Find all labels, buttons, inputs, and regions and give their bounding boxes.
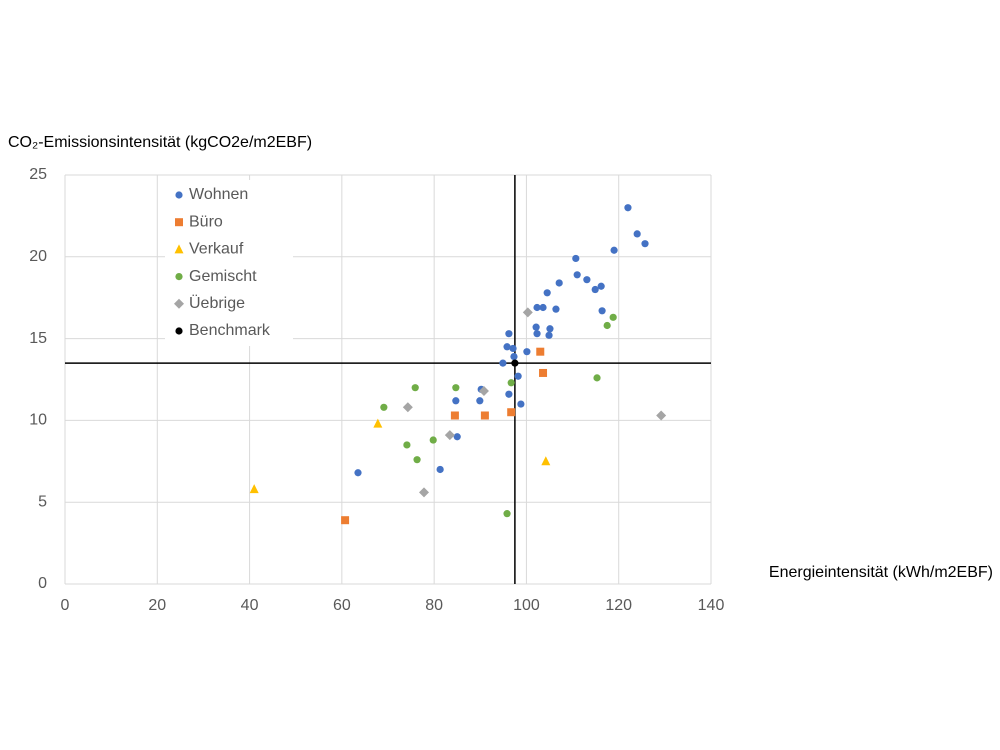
x-tick-label: 100	[513, 597, 540, 614]
point	[403, 441, 411, 449]
point	[656, 410, 667, 421]
legend-label: Verkauf	[189, 241, 244, 258]
legend-marker	[175, 273, 183, 281]
point	[429, 436, 437, 444]
point	[418, 487, 429, 498]
legend-marker	[175, 191, 183, 199]
y-tick-label: 5	[38, 493, 47, 510]
point	[624, 204, 632, 212]
point	[572, 254, 580, 263]
point	[402, 402, 413, 413]
point	[517, 400, 525, 408]
point	[452, 384, 460, 392]
point	[476, 397, 484, 405]
y-tick-label: 25	[29, 166, 47, 183]
point	[354, 469, 362, 477]
legend-marker	[174, 244, 184, 254]
legend-marker	[174, 298, 184, 309]
point	[507, 379, 515, 387]
point	[507, 408, 516, 417]
y-tick-label: 20	[29, 248, 47, 265]
point	[452, 397, 460, 405]
point	[539, 303, 547, 312]
point	[573, 271, 581, 279]
point	[341, 516, 350, 525]
legend-box	[165, 180, 293, 346]
point	[641, 240, 649, 248]
point	[505, 330, 513, 338]
point	[532, 323, 540, 331]
point	[543, 289, 551, 297]
point	[609, 313, 617, 321]
point	[539, 368, 548, 377]
point	[545, 331, 553, 339]
y-tick-label: 10	[29, 412, 47, 429]
legend-marker	[175, 327, 183, 335]
point	[249, 484, 259, 494]
point	[598, 307, 606, 315]
x-tick-label: 80	[425, 597, 443, 614]
y-tick-label: 15	[29, 330, 47, 347]
point	[373, 418, 383, 428]
legend-label: Wohnen	[189, 186, 248, 203]
x-tick-label: 140	[698, 597, 725, 614]
point	[523, 348, 531, 356]
legend-label: Üebrige	[189, 294, 245, 312]
point	[510, 352, 518, 361]
point	[541, 456, 551, 466]
point	[411, 384, 419, 392]
point	[511, 359, 519, 367]
legend-label: Benchmark	[189, 322, 271, 339]
x-tick-label: 0	[61, 597, 70, 614]
point	[555, 279, 563, 287]
point	[552, 305, 560, 313]
x-tick-label: 120	[605, 597, 632, 614]
point	[533, 330, 541, 338]
point	[480, 411, 489, 420]
x-tick-label: 60	[333, 597, 351, 614]
point	[597, 282, 605, 290]
point	[453, 433, 461, 441]
point	[514, 372, 522, 380]
point	[413, 456, 421, 464]
point	[509, 344, 517, 353]
point	[444, 430, 455, 441]
point	[478, 385, 489, 396]
point	[610, 246, 618, 254]
point	[603, 321, 611, 330]
point	[450, 411, 459, 420]
point	[503, 343, 511, 351]
point	[522, 307, 533, 318]
y-axis-title: CO₂-Emissionsintensität (kgCO2e/m2EBF)	[8, 134, 312, 151]
legend-label: Büro	[189, 213, 223, 230]
point	[583, 276, 591, 284]
point	[591, 285, 599, 294]
point	[436, 465, 444, 474]
legend-marker	[175, 218, 183, 227]
point	[546, 325, 554, 333]
legend-label: Gemischt	[189, 268, 257, 285]
point	[503, 510, 511, 518]
x-tick-label: 20	[148, 597, 166, 614]
point	[380, 403, 388, 411]
point	[536, 347, 545, 356]
x-tick-label: 40	[241, 597, 259, 614]
point	[505, 390, 513, 398]
y-tick-label: 0	[38, 575, 47, 592]
point	[593, 374, 601, 382]
point	[533, 303, 541, 312]
point	[499, 359, 507, 367]
point	[633, 230, 641, 238]
x-axis-title: Energieintensität (kWh/m2EBF)	[769, 564, 993, 581]
